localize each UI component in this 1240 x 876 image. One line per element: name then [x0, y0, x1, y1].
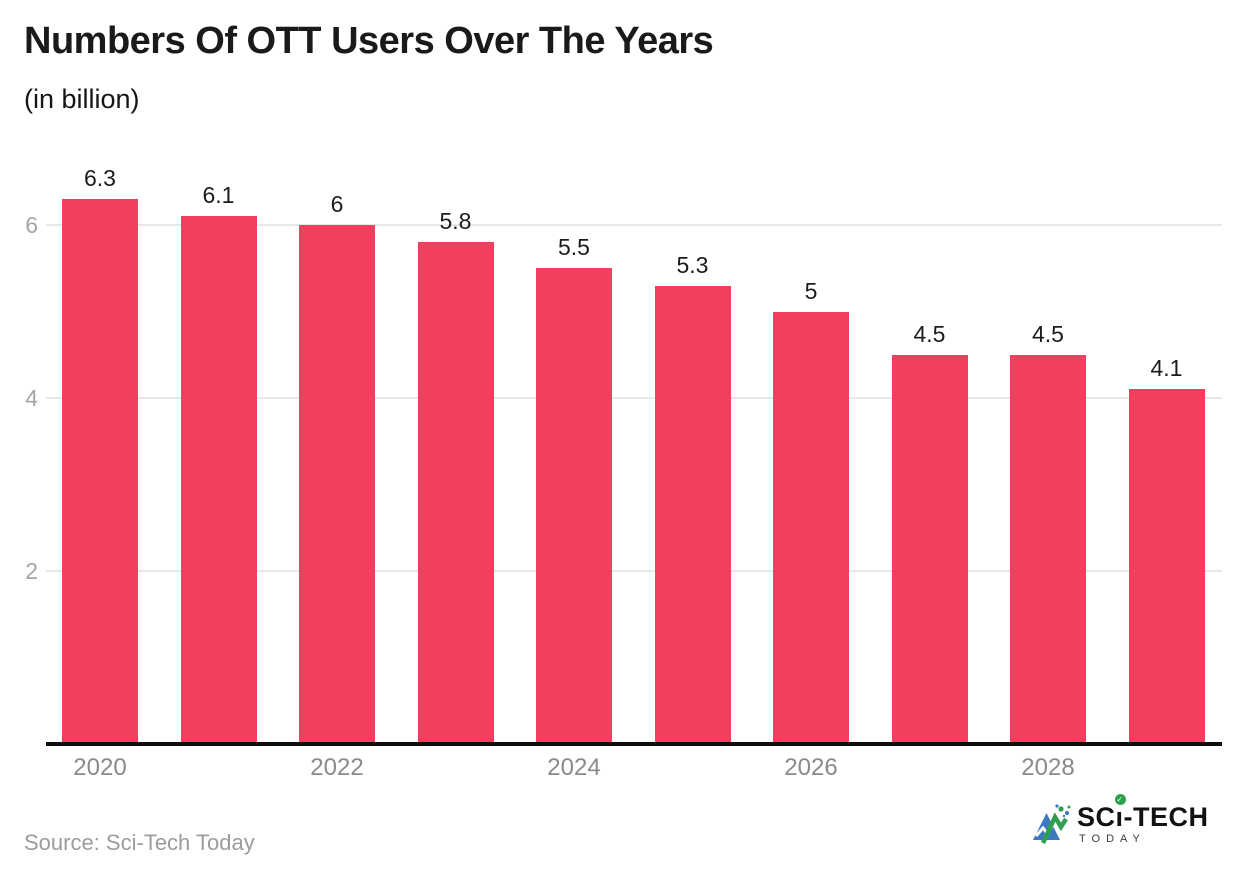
- chart-title: Numbers Of OTT Users Over The Years: [24, 20, 714, 62]
- bar-2021: [180, 216, 257, 744]
- logo-i: ı ✓: [1114, 793, 1126, 832]
- x-axis-line: [46, 742, 1222, 746]
- logo-text: SC ı ✓ -TECH TODAY: [1077, 793, 1209, 845]
- bar-2028: [1010, 354, 1086, 744]
- bar-2029: [1128, 389, 1205, 744]
- bar-value-label-2025: 5.3: [676, 251, 709, 278]
- x-tick-label-2024: 2024: [547, 754, 601, 781]
- bar-value-label-2024: 5.5: [558, 234, 590, 261]
- y-tick-label-4: 4: [25, 385, 38, 411]
- bar-2027: [891, 354, 968, 744]
- bar-2024: [536, 268, 612, 744]
- logo-check-icon: ✓: [1114, 793, 1126, 805]
- chart-subtitle: (in billion): [24, 84, 140, 114]
- bar-value-label-2029: 4.1: [1150, 355, 1183, 382]
- sci-tech-today-logo-icon: [1033, 804, 1071, 844]
- bar-value-label-2022: 6: [330, 191, 344, 217]
- bar-value-label-2021: 6.1: [202, 182, 235, 209]
- y-tick-label-2: 2: [25, 558, 38, 584]
- gridline-y-2: [46, 570, 1222, 572]
- bar-2026: [773, 311, 849, 744]
- logo-tech: -TECH: [1123, 801, 1209, 832]
- x-tick-label-2026: 2026: [784, 754, 838, 781]
- bar-2023: [417, 242, 494, 744]
- bar-2020: [62, 199, 138, 744]
- x-tick-label-2028: 2028: [1021, 754, 1075, 781]
- bar-value-label-2023: 5.8: [439, 208, 472, 235]
- x-tick-label-2022: 2022: [310, 754, 364, 781]
- plot-area: 2 4 6 6.3 6.1 6 5.8 5.5 5.3 5 4.5 4.5 4.1: [0, 148, 1240, 746]
- bar-2025: [654, 285, 731, 744]
- bar-value-label-2026: 5: [804, 277, 818, 304]
- x-tick-label-2020: 2020: [73, 754, 127, 781]
- bar-value-label-2028: 4.5: [1032, 320, 1064, 347]
- brand-logo: SC ı ✓ -TECH TODAY: [1030, 793, 1209, 846]
- logo-sub-text: TODAY: [1079, 832, 1146, 845]
- bar-value-label-2027: 4.5: [913, 320, 946, 347]
- logo-sc: SC: [1077, 801, 1116, 832]
- logo-main-text: SC ı ✓ -TECH: [1077, 793, 1209, 832]
- bar-2022: [299, 225, 375, 744]
- source-note: Source: Sci-Tech Today: [24, 830, 255, 855]
- gridline-y-4: [46, 397, 1222, 399]
- y-tick-label-6: 6: [25, 212, 38, 238]
- gridline-y-6: [46, 224, 1222, 226]
- bar-value-label-2020: 6.3: [84, 165, 116, 192]
